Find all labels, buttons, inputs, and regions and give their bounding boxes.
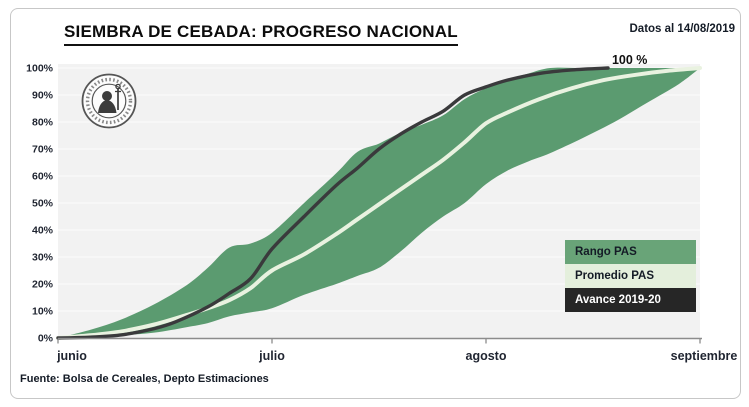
y-tick-label: 0% bbox=[38, 333, 54, 345]
x-tick-label: julio bbox=[258, 349, 285, 363]
y-tick-label: 30% bbox=[32, 252, 54, 264]
y-tick-label: 90% bbox=[32, 90, 54, 102]
data-as-of-label: Datos al 14/08/2019 bbox=[629, 23, 736, 35]
series-avance-2019-20-line bbox=[56, 66, 610, 340]
y-tick-label: 80% bbox=[32, 117, 54, 129]
y-tick-label: 100% bbox=[26, 63, 54, 75]
legend-item-promedio-pas: Promedio PAS bbox=[565, 264, 696, 288]
y-tick-label: 40% bbox=[32, 225, 54, 237]
legend-item-label: Avance 2019-20 bbox=[575, 294, 661, 306]
page-title: SIEMBRA DE CEBADA: PROGRESO NACIONAL bbox=[64, 22, 458, 46]
legend-item-rango-pas: Rango PAS bbox=[565, 240, 696, 264]
series-promedio-pas-line bbox=[56, 66, 702, 340]
y-tick-label: 70% bbox=[32, 144, 54, 156]
x-tick-label: septiembre bbox=[671, 349, 738, 363]
y-tick-label: 50% bbox=[32, 198, 54, 210]
y-tick-label: 20% bbox=[32, 279, 54, 291]
chart-legend: Rango PAS Promedio PAS Avance 2019-20 bbox=[565, 240, 696, 312]
bolsa-de-cereales-seal-logo bbox=[81, 73, 137, 129]
legend-item-label: Promedio PAS bbox=[575, 270, 655, 282]
legend-item-label: Rango PAS bbox=[575, 246, 637, 258]
source-label: Fuente: Bolsa de Cereales, Depto Estimac… bbox=[20, 373, 269, 385]
legend-item-avance-2019-20: Avance 2019-20 bbox=[565, 288, 696, 312]
y-tick-label: 60% bbox=[32, 171, 54, 183]
x-tick-label: agosto bbox=[466, 349, 507, 363]
x-tick-label: junio bbox=[56, 349, 87, 363]
avance-end-value-label: 100 % bbox=[612, 53, 647, 67]
y-tick-label: 10% bbox=[32, 306, 54, 318]
